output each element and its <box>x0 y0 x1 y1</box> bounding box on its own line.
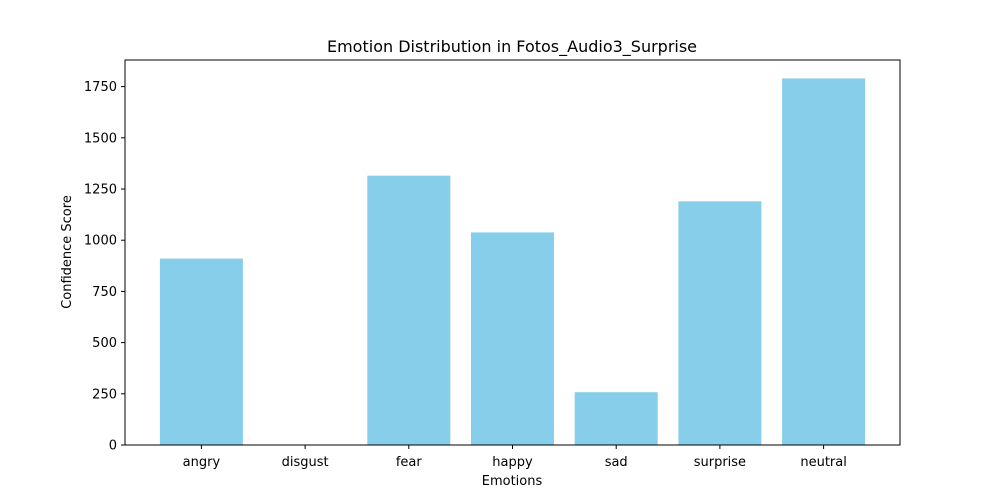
y-tick-label: 1000 <box>84 234 117 249</box>
y-tick-label: 0 <box>109 439 117 454</box>
x-tick-label: surprise <box>694 455 746 470</box>
y-tick-label: 250 <box>92 387 117 402</box>
x-tick-label: fear <box>396 455 423 470</box>
x-tick-label: angry <box>183 455 221 470</box>
x-tick-label: neutral <box>800 455 847 470</box>
x-axis-ticks: angry disgust fear happy sad surprise neutral <box>183 445 847 470</box>
y-tick-label: 1500 <box>84 131 117 146</box>
bar-happy <box>471 232 554 445</box>
bar-surprise <box>678 201 762 445</box>
bar-angry <box>159 258 243 445</box>
x-tick-label: sad <box>605 455 628 470</box>
x-tick-label: disgust <box>282 455 329 470</box>
y-tick-label: 500 <box>92 336 117 351</box>
chart-title: Emotion Distribution in Fotos_Audio3_Sur… <box>327 37 697 57</box>
bar-sad <box>574 392 658 445</box>
x-tick-label: happy <box>492 455 533 470</box>
y-axis-title: Confidence Score <box>60 195 75 309</box>
y-tick-label: 750 <box>92 285 117 300</box>
plot-frame <box>124 59 901 446</box>
x-axis-title: Emotions <box>482 474 543 489</box>
y-tick-label: 1750 <box>84 80 117 95</box>
y-axis-ticks: 0 250 500 750 1000 1250 1500 1750 <box>84 80 125 454</box>
y-tick-label: 1250 <box>84 183 117 198</box>
bar-neutral <box>782 78 866 446</box>
bars-group <box>159 78 866 446</box>
bar-fear <box>367 175 451 445</box>
